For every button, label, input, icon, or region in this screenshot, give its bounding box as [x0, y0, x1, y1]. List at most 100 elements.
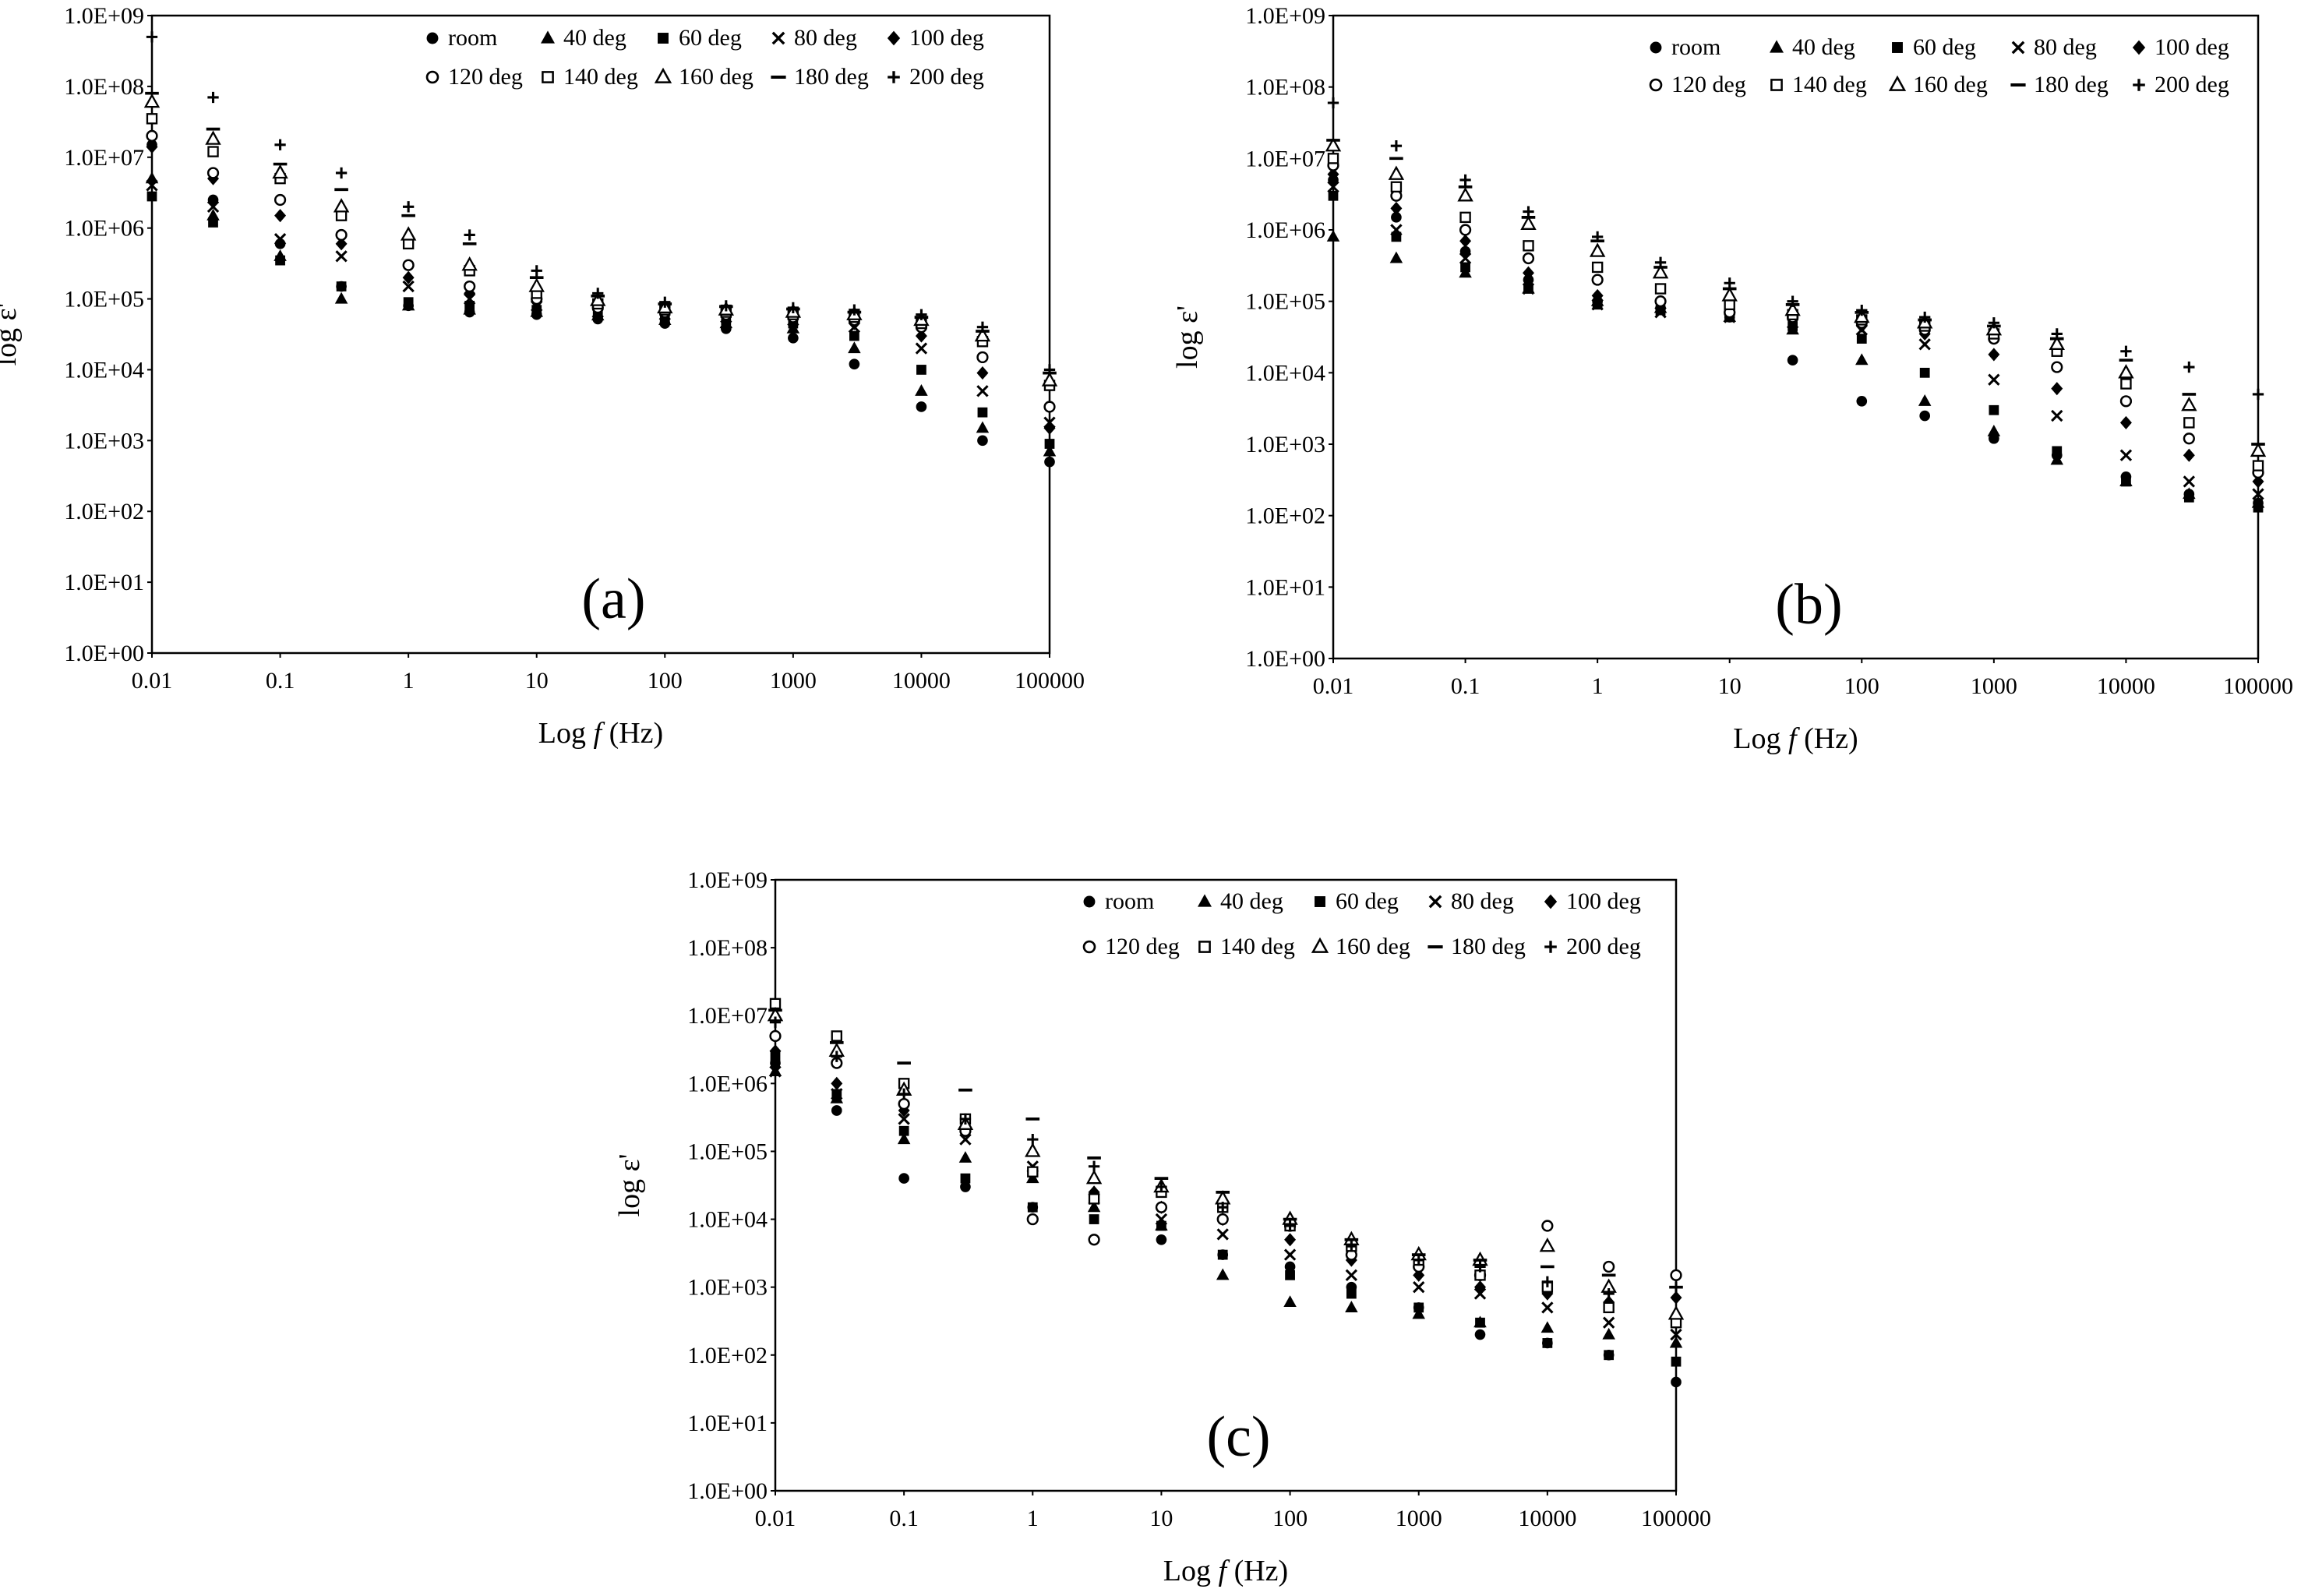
- data-point: [143, 93, 161, 108]
- data-point: [206, 208, 220, 221]
- y-tick-label: 1.0E+00: [1245, 646, 1325, 672]
- data-point: [1523, 240, 1534, 252]
- data-point: [849, 304, 860, 316]
- data-point: [1044, 439, 1055, 449]
- data-point: [274, 193, 287, 207]
- data-point: [1217, 1202, 1229, 1213]
- data-point: [1326, 230, 1340, 242]
- x-tick-label: 10: [1149, 1506, 1173, 1531]
- data-point: [1856, 304, 1868, 316]
- legend-label: 100 deg: [1566, 888, 1641, 914]
- y-tick-label: 1.0E+08: [64, 74, 144, 100]
- series-120-deg: [146, 129, 1056, 413]
- legend-item: 100 deg: [887, 25, 984, 51]
- data-point: [1542, 1338, 1553, 1348]
- data-point: [1043, 401, 1056, 413]
- legend-label: 160 deg: [1913, 72, 1988, 97]
- data-point: [1540, 1321, 1555, 1333]
- data-point: [720, 300, 732, 312]
- legend-item: 200 deg: [1544, 934, 1641, 959]
- data-point: [1591, 231, 1604, 243]
- data-point: [1784, 301, 1801, 316]
- data-point: [207, 146, 219, 157]
- data-point: [146, 179, 158, 192]
- data-point: [336, 281, 347, 291]
- data-point: [1284, 1261, 1296, 1273]
- data-point: [1088, 1160, 1100, 1172]
- data-point: [2183, 475, 2196, 488]
- y-axis-title: log ε': [613, 1154, 646, 1217]
- data-point: [1988, 317, 2000, 329]
- data-point: [787, 302, 799, 314]
- x-axis-title: Log f (Hz): [538, 717, 663, 750]
- data-point: [335, 228, 348, 242]
- data-point: [1474, 1280, 1486, 1294]
- data-point: [146, 191, 157, 202]
- y-tick-label: 1.0E+06: [1245, 217, 1325, 243]
- y-tick-label: 1.0E+06: [687, 1071, 768, 1096]
- legend-marker: [1082, 940, 1096, 954]
- legend-marker: [1198, 941, 1211, 953]
- legend-item: 120 deg: [1082, 934, 1180, 959]
- x-tick-label: 0.1: [266, 668, 295, 694]
- legend-label: 120 deg: [448, 64, 523, 90]
- data-point: [2120, 378, 2132, 390]
- data-point: [146, 139, 158, 154]
- data-point: [1987, 425, 2001, 436]
- panel-label: (c): [1206, 1405, 1270, 1469]
- data-point: [2120, 345, 2132, 357]
- data-point: [2051, 409, 2063, 422]
- data-point: [2119, 395, 2133, 408]
- data-point: [2051, 328, 2063, 340]
- data-point: [274, 209, 287, 223]
- y-tick-label: 1.0E+08: [1245, 75, 1325, 101]
- data-point: [1591, 261, 1604, 274]
- data-point: [1668, 1305, 1685, 1320]
- data-point: [2119, 415, 2132, 429]
- x-tick-label: 10000: [1518, 1506, 1576, 1531]
- data-point: [1327, 153, 1339, 164]
- legend-marker: [771, 31, 785, 45]
- legend-marker: [1311, 937, 1329, 953]
- data-point: [1591, 288, 1604, 302]
- y-tick-label: 1.0E+09: [64, 3, 144, 29]
- legend-marker: [1428, 895, 1442, 909]
- legend-marker: [1892, 42, 1903, 53]
- legend-item: 80 deg: [1428, 888, 1514, 914]
- series-160-deg: [143, 93, 1058, 387]
- data-point: [1327, 168, 1339, 182]
- data-point: [1523, 206, 1534, 217]
- panel-label: (a): [581, 567, 645, 631]
- data-point: [976, 366, 989, 380]
- y-tick-label: 1.0E+02: [1245, 503, 1325, 529]
- data-point: [206, 200, 220, 213]
- x-tick-label: 10000: [2097, 673, 2155, 699]
- legend-item: 40 deg: [1198, 888, 1283, 914]
- data-point: [898, 1125, 909, 1136]
- legend-label: 40 deg: [1220, 888, 1283, 914]
- data-point: [976, 421, 990, 433]
- data-points: [767, 998, 1685, 1388]
- x-tick-label: 1000: [1396, 1506, 1442, 1531]
- y-tick-label: 1.0E+08: [687, 935, 768, 961]
- data-point: [915, 329, 927, 343]
- data-point: [2051, 382, 2063, 396]
- legend-marker: [1198, 894, 1212, 907]
- legend-item: 140 deg: [1770, 72, 1867, 97]
- data-point: [1284, 1220, 1296, 1232]
- legend-label: 100 deg: [2155, 34, 2229, 60]
- x-axis-title-unit: (Hz): [1797, 722, 1858, 755]
- data-point: [272, 164, 288, 179]
- data-point: [1027, 1133, 1039, 1146]
- legend-label: 100 deg: [909, 25, 984, 51]
- data-point: [1345, 1269, 1358, 1282]
- data-point: [1413, 1254, 1424, 1266]
- data-point: [959, 1113, 972, 1125]
- legend-item: 180 deg: [2010, 72, 2109, 97]
- data-point: [831, 1105, 842, 1116]
- data-point: [1670, 1281, 1682, 1293]
- legend-item: 40 deg: [541, 25, 626, 51]
- data-point: [1670, 1291, 1682, 1305]
- legend-label: 60 deg: [679, 25, 742, 51]
- data-point: [849, 330, 859, 341]
